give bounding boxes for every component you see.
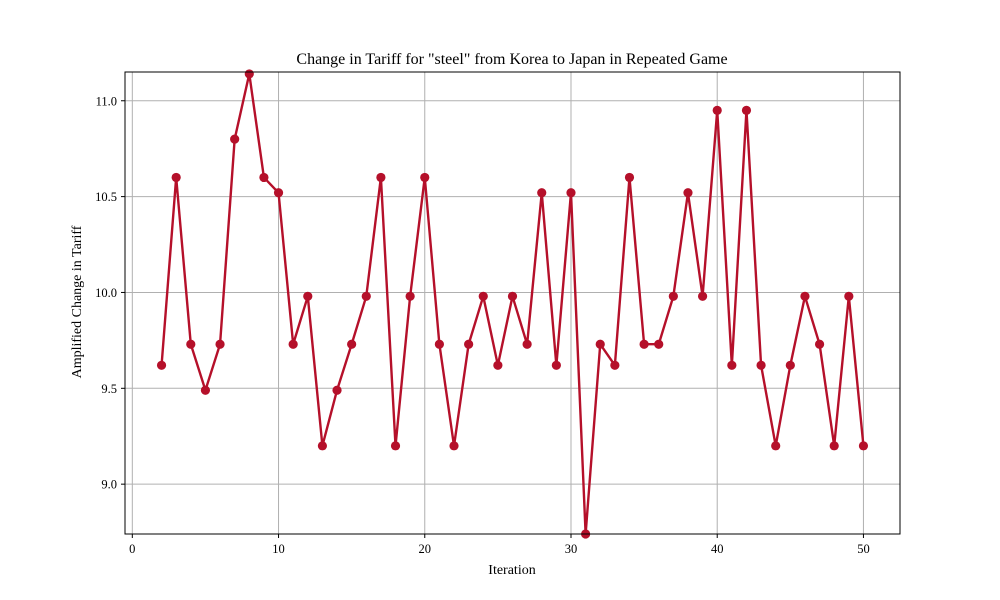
data-point [390,441,401,451]
data-point [244,69,254,79]
x-tick-label: 30 [565,542,578,556]
data-point [522,339,532,349]
y-axis-label: Amplified Change in Tariff [70,225,85,378]
data-point [771,441,781,451]
data-point [800,291,810,301]
data-point [347,339,357,349]
data-point [712,105,722,115]
series-layer [156,69,869,539]
data-point [156,360,167,370]
data-point [785,360,795,370]
data-point [829,441,839,451]
plot-frame [124,71,901,535]
data-point [668,291,678,301]
data-point [858,441,869,451]
data-point [449,441,459,451]
tick-layer: 0 10 20 30 40 50 9.0 9.5 10.0 10.5 11.0 [95,94,870,556]
data-point [273,188,284,198]
data-point [215,339,225,349]
data-point [186,339,196,349]
data-point [493,360,503,370]
x-tick-label: 10 [272,542,285,556]
y-tick-label: 11.0 [96,94,117,108]
y-tick-label: 10.5 [95,190,117,204]
data-point [683,188,693,198]
data-point [405,291,415,301]
y-tick-label: 10.0 [95,286,117,300]
chart-title: Change in Tariff for "steel" from Korea … [296,51,727,68]
data-point [200,385,211,395]
data-point [727,360,737,370]
data-point [317,441,328,451]
y-tick-label: 9.0 [101,478,117,492]
y-tick-label: 9.5 [101,382,117,396]
data-point [814,339,825,349]
data-point [756,360,766,370]
data-point [551,360,561,370]
data-point [697,291,708,301]
data-point [639,339,649,349]
data-point [610,360,620,370]
data-point [478,291,488,301]
x-tick-label: 20 [419,542,432,556]
data-point [230,134,240,144]
grid-layer [125,72,900,534]
x-tick-label: 0 [129,542,135,556]
data-point [376,172,386,183]
data-point [361,291,371,301]
data-point [537,188,547,198]
data-point [288,339,298,349]
data-point [464,339,474,349]
data-point [741,105,752,115]
data-point [420,172,430,183]
data-point [507,291,518,301]
data-point [434,339,444,349]
data-point [332,385,342,395]
data-point [654,339,664,349]
data-point [595,339,605,349]
x-tick-label: 50 [857,542,870,556]
data-point [566,188,576,198]
data-point [303,291,313,301]
data-point [259,172,269,183]
x-axis-label: Iteration [488,563,535,578]
data-point [171,172,181,183]
data-point [624,172,635,183]
series-line [160,72,865,536]
data-point [844,291,854,301]
x-tick-label: 40 [711,542,724,556]
